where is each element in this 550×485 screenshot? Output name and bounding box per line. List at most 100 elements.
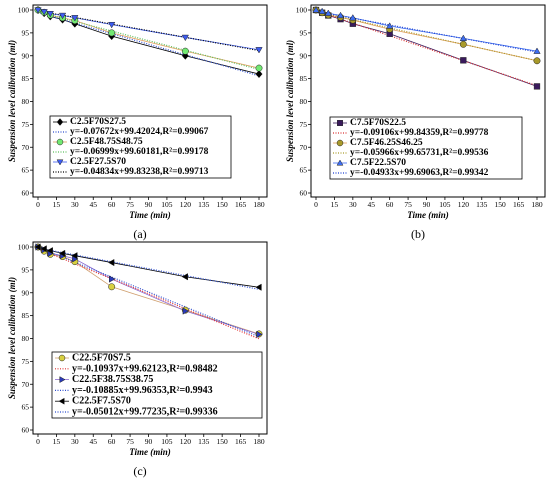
x-tick-label: 120 xyxy=(180,200,192,209)
data-point xyxy=(256,330,263,339)
data-point xyxy=(533,47,541,54)
x-tick-label: 180 xyxy=(253,437,265,446)
legend-box xyxy=(329,116,523,180)
x-tick-label: 105 xyxy=(439,200,451,209)
data-point xyxy=(255,47,263,54)
x-tick-label: 120 xyxy=(458,200,470,209)
data-point xyxy=(108,21,116,29)
data-point xyxy=(349,14,357,21)
y-axis-title: Suspension level calibration (ml) xyxy=(7,40,17,162)
x-tick-label: 45 xyxy=(90,437,98,446)
x-tick-label: 60 xyxy=(108,200,116,209)
legend-fit-label: y=-0.05966x+99.65731,R²=0.99536 xyxy=(350,148,489,158)
legend-marker xyxy=(56,159,64,166)
panel-c: 60 65 70 75 80 85 90 95 100 0 15 30 45 60 75 90 105 120 13… xyxy=(7,241,268,478)
data-point xyxy=(58,12,67,20)
legend-box xyxy=(51,351,263,419)
x-tick-label: 30 xyxy=(349,200,357,209)
x-tick-label: 180 xyxy=(531,200,543,209)
data-point xyxy=(46,247,53,255)
x-tick-label: 0 xyxy=(314,200,318,209)
data-point xyxy=(182,307,190,315)
legend-series-label: C7.5F70S22.5 xyxy=(350,118,406,128)
x-tick-label: 60 xyxy=(386,200,394,209)
y-tick-label: 80 xyxy=(22,97,30,106)
data-point xyxy=(108,283,116,291)
x-axis-title: Time (min) xyxy=(129,447,170,457)
data-point xyxy=(107,258,115,267)
y-tick-label: 70 xyxy=(22,143,30,152)
data-point xyxy=(181,273,188,281)
x-tick-label: 30 xyxy=(71,200,79,209)
y-tick-label: 70 xyxy=(300,143,308,152)
x-tick-label: 0 xyxy=(36,200,40,209)
legend-series-label: C2.5F70S27.5 xyxy=(70,117,126,127)
y-tick-label: 75 xyxy=(22,357,30,366)
data-point xyxy=(459,40,467,48)
legend-series-label: C22.5F7.5S70 xyxy=(72,396,131,407)
panel-label: (c) xyxy=(133,464,146,478)
data-point xyxy=(181,47,189,55)
x-tick-label: 165 xyxy=(513,200,525,209)
legend-marker xyxy=(58,354,66,362)
x-tick-label: 90 xyxy=(145,437,153,446)
x-tick-label: 75 xyxy=(404,200,412,209)
y-tick-label: 65 xyxy=(22,166,30,175)
y-tick-label: 85 xyxy=(22,311,30,320)
y-tick-label: 85 xyxy=(22,74,30,83)
legend-marker xyxy=(58,397,65,405)
data-point xyxy=(40,245,47,253)
data-point xyxy=(533,57,541,65)
y-tick-label: 95 xyxy=(300,28,308,37)
data-point xyxy=(71,252,78,260)
y-tick-label: 75 xyxy=(22,120,30,129)
y-tick-label: 65 xyxy=(22,403,30,412)
y-tick-label: 100 xyxy=(18,243,30,252)
x-tick-label: 45 xyxy=(368,200,376,209)
panel-b: 60 65 70 75 80 85 90 95 100 0 15 30 45 60 75 90 105 120 13… xyxy=(285,4,546,241)
y-tick-label: 60 xyxy=(300,189,308,198)
legend-marker xyxy=(337,120,343,126)
x-tick-label: 165 xyxy=(235,200,247,209)
legend-fit-label: y=-0.06999x+99.60181,R²=0.99178 xyxy=(70,147,209,157)
x-tick-label: 90 xyxy=(145,200,153,209)
data-point xyxy=(533,83,541,90)
data-point xyxy=(336,11,345,19)
x-tick-label: 75 xyxy=(126,437,134,446)
x-tick-label: 105 xyxy=(161,437,173,446)
x-tick-label: 135 xyxy=(198,200,210,209)
legend-series-label: C2.5F27.5S70 xyxy=(70,157,126,167)
y-tick-label: 85 xyxy=(300,74,308,83)
legend-fit-label: y=-0.07672x+99.42024,R²=0.99067 xyxy=(70,127,209,137)
x-axis-title: Time (min) xyxy=(407,210,448,220)
y-tick-label: 70 xyxy=(22,380,30,389)
legend-fit-label: y=-0.10885x+99.96353,R²=0.9943 xyxy=(72,385,213,396)
data-point xyxy=(71,15,79,22)
legend-fit-label: y=-0.09106x+99.84359,R²=0.99778 xyxy=(350,128,489,138)
x-tick-label: 150 xyxy=(495,200,507,209)
data-point xyxy=(459,34,467,42)
panel-a: 60 65 70 75 80 85 90 95 100 0 15 30 45 60 75 90 105 120 13… xyxy=(7,4,268,241)
y-tick-label: 95 xyxy=(22,28,30,37)
x-tick-label: 15 xyxy=(331,200,339,209)
legend-marker xyxy=(59,376,66,384)
y-tick-label: 90 xyxy=(22,51,30,60)
x-tick-label: 135 xyxy=(476,200,488,209)
x-tick-label: 105 xyxy=(161,200,173,209)
data-point xyxy=(460,57,467,64)
legend-series-label: C7.5F22.5S70 xyxy=(350,158,406,168)
legend: C2.5F70S27.5y=-0.07672x+99.42024,R²=0.99… xyxy=(49,115,232,179)
y-tick-label: 75 xyxy=(300,120,308,129)
x-tick-label: 15 xyxy=(53,200,61,209)
data-point xyxy=(34,243,41,251)
x-tick-label: 60 xyxy=(108,437,116,446)
legend-series-label: C7.5F46.25S46.25 xyxy=(350,138,423,148)
y-tick-label: 60 xyxy=(22,426,30,435)
legend: C7.5F70S22.5y=-0.09106x+99.84359,R²=0.99… xyxy=(329,116,523,180)
legend-fit-label: y=-0.05012x+99.77235,R²=0.99336 xyxy=(72,407,218,418)
data-point xyxy=(386,22,394,29)
y-tick-label: 80 xyxy=(300,97,308,106)
data-point xyxy=(255,69,263,79)
x-tick-label: 45 xyxy=(90,200,98,209)
